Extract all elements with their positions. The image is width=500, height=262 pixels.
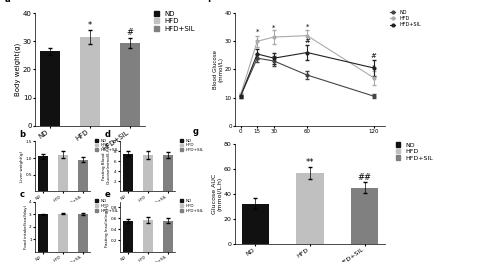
Text: *: * bbox=[372, 64, 376, 70]
Text: g: g bbox=[193, 127, 199, 136]
Bar bbox=[38, 214, 48, 252]
Y-axis label: Fasting Insulin(ng/L): Fasting Insulin(ng/L) bbox=[105, 206, 109, 247]
Y-axis label: Body weight(g): Body weight(g) bbox=[15, 43, 22, 96]
Bar bbox=[296, 173, 324, 244]
Bar bbox=[58, 214, 68, 252]
Legend: ND, HFD, HFD+SIL: ND, HFD, HFD+SIL bbox=[396, 142, 433, 161]
Legend: ND, HFD, HFD+SIL: ND, HFD, HFD+SIL bbox=[180, 199, 204, 212]
Bar bbox=[120, 43, 140, 126]
Bar bbox=[122, 221, 132, 252]
Text: #: # bbox=[126, 28, 134, 37]
Legend: ND, HFD, HFD+SIL: ND, HFD, HFD+SIL bbox=[95, 199, 119, 212]
Y-axis label: Fasting Blood
Glucose(mmol/L): Fasting Blood Glucose(mmol/L) bbox=[102, 149, 110, 184]
Text: c: c bbox=[20, 190, 24, 199]
Bar bbox=[58, 155, 68, 191]
Text: d: d bbox=[104, 129, 110, 139]
Bar bbox=[351, 188, 378, 244]
Text: f: f bbox=[208, 0, 212, 4]
Legend: ND, HFD, HFD+SIL: ND, HFD, HFD+SIL bbox=[390, 10, 421, 27]
Text: ##: ## bbox=[358, 173, 372, 182]
Bar bbox=[162, 155, 172, 191]
Y-axis label: Liver weight(g): Liver weight(g) bbox=[20, 151, 24, 182]
Bar bbox=[162, 221, 172, 252]
Bar bbox=[38, 156, 48, 191]
Bar bbox=[80, 37, 100, 126]
Y-axis label: Glucose AUC
(mmol/L.h): Glucose AUC (mmol/L.h) bbox=[212, 174, 222, 214]
Text: #: # bbox=[304, 38, 310, 44]
Bar bbox=[142, 155, 152, 191]
Text: *: * bbox=[88, 21, 92, 30]
Bar bbox=[142, 220, 152, 252]
Legend: ND, HFD, HFD+SIL: ND, HFD, HFD+SIL bbox=[154, 11, 195, 32]
Text: *: * bbox=[272, 25, 276, 31]
Text: *: * bbox=[256, 29, 259, 35]
Bar bbox=[242, 204, 269, 244]
Text: *: * bbox=[306, 24, 309, 30]
Legend: ND, HFD, HFD+SIL: ND, HFD, HFD+SIL bbox=[95, 139, 119, 152]
Text: b: b bbox=[20, 129, 26, 139]
Bar bbox=[78, 160, 88, 191]
Legend: ND, HFD, HFD+SIL: ND, HFD, HFD+SIL bbox=[180, 139, 204, 152]
Bar bbox=[78, 214, 88, 252]
Text: e: e bbox=[104, 190, 110, 199]
Y-axis label: Food intake(kcal/day): Food intake(kcal/day) bbox=[24, 205, 28, 249]
Y-axis label: Blood Glucose
(mmol/L): Blood Glucose (mmol/L) bbox=[212, 50, 224, 89]
Bar bbox=[122, 154, 132, 191]
Text: a: a bbox=[4, 0, 10, 4]
Bar bbox=[40, 51, 60, 126]
Text: **: ** bbox=[306, 158, 314, 167]
Text: #: # bbox=[371, 53, 377, 59]
